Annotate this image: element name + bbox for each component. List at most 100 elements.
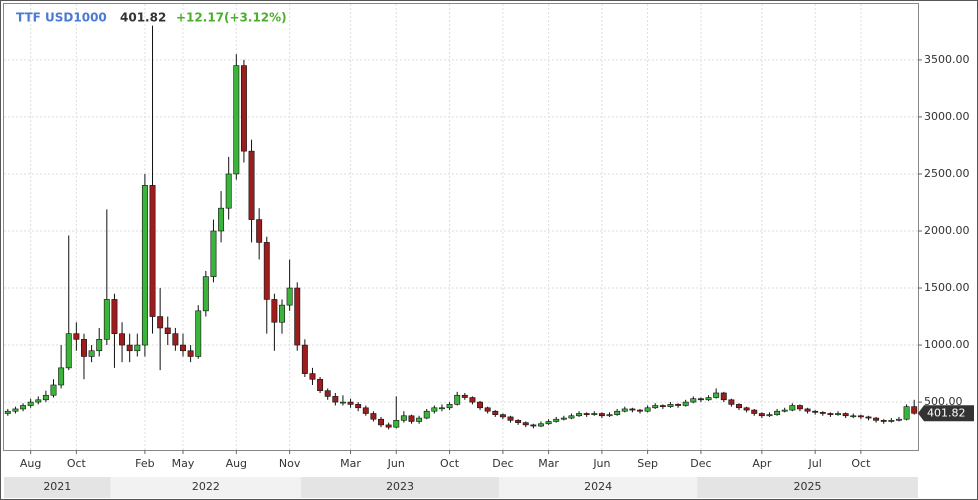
candle-body <box>301 344 308 374</box>
candle-body <box>431 407 438 412</box>
candle-body <box>774 410 781 415</box>
candle-body <box>705 397 712 401</box>
candle-body <box>812 410 819 413</box>
axes: 2021 2022 2023 2024 2025 500.00 1000.00 1500.00… <box>4 4 970 498</box>
x-tick-label: Sep <box>637 457 658 470</box>
symbol: TTF USD1000 <box>16 11 107 25</box>
candle-body <box>621 408 628 412</box>
x-tick-label: Dec <box>690 457 711 470</box>
candle-body <box>210 230 217 277</box>
candle-body <box>842 413 849 417</box>
price-tag-label: 401.82 <box>927 406 966 419</box>
candle-body <box>385 424 392 428</box>
candle-body <box>240 65 247 152</box>
candle-body <box>416 417 423 422</box>
year-label: 2022 <box>192 480 220 493</box>
candle-body <box>339 401 346 404</box>
year-band <box>499 477 698 498</box>
x-tick-label: Mar <box>538 457 559 470</box>
candle-body <box>827 413 834 415</box>
candle-body <box>141 185 148 346</box>
candle-body <box>202 276 209 312</box>
candle-body <box>545 421 552 425</box>
candle-body <box>667 404 674 407</box>
candle-body <box>446 404 453 409</box>
candle-body <box>187 350 194 357</box>
x-tick-label: Nov <box>279 457 301 470</box>
candle-body <box>294 287 301 346</box>
y-tick-label: 3500.00 <box>924 53 970 66</box>
candle-body <box>568 415 575 419</box>
candle-body <box>880 420 887 422</box>
candle-body <box>149 185 156 317</box>
candle-body <box>713 392 720 398</box>
candle-body <box>743 407 750 411</box>
candle-body <box>4 410 11 414</box>
y-tick-label: 1500.00 <box>924 281 970 294</box>
candle-body <box>218 207 225 232</box>
year-label: 2021 <box>43 480 71 493</box>
y-tick-label: 2000.00 <box>924 224 970 237</box>
candle-body <box>317 378 324 391</box>
candle-body <box>164 327 171 334</box>
candle-body <box>690 398 697 403</box>
x-tick-label: Jun <box>387 457 405 470</box>
candle-body <box>484 407 491 412</box>
x-tick-label: Oct <box>440 457 460 470</box>
x-tick-label: Aug <box>20 457 41 470</box>
candle-body <box>423 410 430 419</box>
candle-body <box>583 413 590 415</box>
candle-body <box>50 384 57 396</box>
candle-body <box>378 418 384 426</box>
candle-body <box>134 344 141 352</box>
candle-body <box>172 333 179 346</box>
candle-body <box>111 299 118 334</box>
candle-body <box>659 405 666 407</box>
candle-body <box>644 407 651 412</box>
candle-body <box>522 422 529 426</box>
candle-body <box>88 350 95 357</box>
x-tick-label: Dec <box>492 457 513 470</box>
year-label: 2025 <box>794 480 822 493</box>
change: +12.17(+3.12%) <box>176 11 287 25</box>
candle-body <box>271 299 278 323</box>
candle-body <box>553 418 560 422</box>
candle-body <box>393 420 400 428</box>
candle-body <box>324 390 331 397</box>
candle-body <box>157 316 164 329</box>
candle-body <box>614 410 621 415</box>
candle-body <box>362 407 369 414</box>
candle-body <box>461 394 468 398</box>
candle-body <box>27 401 34 406</box>
candle-body <box>42 394 49 401</box>
candle-body <box>248 150 255 220</box>
candle-body <box>675 404 682 406</box>
candle-body <box>895 418 902 421</box>
x-tick-label: Apr <box>752 457 772 470</box>
candle-body <box>857 415 864 418</box>
candle-body <box>637 409 643 412</box>
candle-body <box>96 339 103 352</box>
candle-body <box>286 287 293 306</box>
candle-body <box>873 417 880 421</box>
x-tick-label: Oct <box>851 457 871 470</box>
candle-body <box>454 394 461 405</box>
candle-body <box>477 401 484 409</box>
candle-body <box>865 416 872 419</box>
candle-body <box>560 417 567 420</box>
plot-area <box>3 3 919 451</box>
candle-body <box>180 344 186 352</box>
year-band <box>110 477 302 498</box>
candle-body <box>576 413 583 417</box>
candle-body <box>279 304 285 323</box>
candle-body <box>119 333 126 346</box>
candle-body <box>408 415 415 422</box>
candle-body <box>515 420 522 423</box>
x-tick-label: Jun <box>592 457 610 470</box>
candle-body <box>888 420 895 422</box>
candle-body <box>720 392 727 401</box>
candle-body <box>697 398 704 401</box>
candle-body <box>819 412 826 414</box>
candle-body <box>195 310 202 357</box>
